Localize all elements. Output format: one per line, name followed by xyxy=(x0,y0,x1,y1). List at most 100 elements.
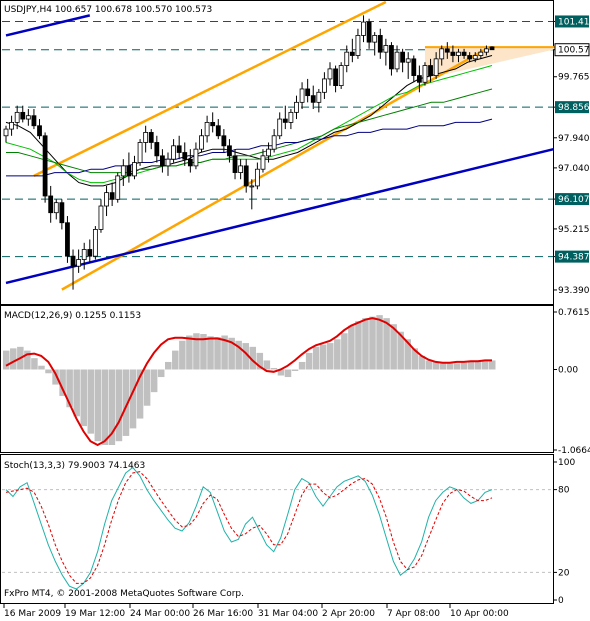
trend-line xyxy=(5,147,554,285)
time-axis: 16 Mar 2009 19 Mar 12:00 24 Mar 00:00 26 Ma… xyxy=(3,604,509,619)
macd-bar xyxy=(453,363,461,370)
stoch-panel-frame xyxy=(0,454,554,604)
candle xyxy=(467,52,473,63)
macd-bar xyxy=(179,340,186,370)
macd-bar xyxy=(3,350,10,370)
candle xyxy=(377,28,383,59)
candle xyxy=(25,109,31,126)
price-tick-label: 95.215 xyxy=(558,225,590,235)
macd-bar xyxy=(348,325,355,370)
price-tick-label: 94.387 xyxy=(558,253,590,263)
candle xyxy=(349,38,355,63)
macd-plot: 0.7615 0.00 -1.0664 xyxy=(3,308,590,456)
macd-bar xyxy=(404,339,411,370)
candle xyxy=(249,179,255,210)
price-label-box xyxy=(555,101,589,114)
macd-header: MACD(12,26,9) 0.1255 0.1153 xyxy=(4,311,141,321)
candle xyxy=(484,45,489,56)
candle xyxy=(333,65,338,93)
candle xyxy=(254,162,260,190)
macd-bar xyxy=(256,352,264,370)
macd-bar xyxy=(460,362,468,370)
candle xyxy=(383,38,389,66)
macd-bar xyxy=(221,335,228,370)
candle xyxy=(215,119,221,140)
candle xyxy=(115,172,121,203)
macd-bar xyxy=(80,369,87,427)
candle xyxy=(87,239,93,263)
macd-bar xyxy=(10,348,17,370)
candle xyxy=(232,149,238,180)
macd-bar xyxy=(129,369,137,429)
price-tick-label: 100.573 xyxy=(558,46,590,56)
macd-panel-frame xyxy=(0,305,554,453)
candle xyxy=(243,159,249,193)
moving-average-line xyxy=(6,118,493,177)
candle xyxy=(472,52,478,63)
macd-bar xyxy=(305,352,313,370)
stoch-tick-label: 20 xyxy=(558,568,570,578)
macd-bar xyxy=(228,337,235,370)
time-tick-label: 19 Mar 12:00 xyxy=(65,609,125,619)
macd-bar xyxy=(319,344,327,370)
candle xyxy=(104,185,109,217)
candle xyxy=(137,139,143,166)
candle xyxy=(400,48,406,73)
candle xyxy=(260,149,266,173)
macd-tick-label: -1.0664 xyxy=(558,446,590,456)
candle xyxy=(221,129,227,153)
candle xyxy=(182,142,188,166)
candle xyxy=(53,199,59,220)
macd-bar xyxy=(136,369,144,419)
candle xyxy=(154,135,160,163)
candle xyxy=(372,32,378,56)
moving-average-line xyxy=(5,65,493,184)
candle xyxy=(14,105,20,130)
stoch-header: Stoch(13,3,3) 79.9003 74.1463 xyxy=(4,461,145,471)
trend-line xyxy=(61,47,488,291)
macd-bar xyxy=(207,336,214,370)
macd-bar xyxy=(165,361,172,370)
candle xyxy=(277,112,283,140)
macd-bar xyxy=(432,361,440,370)
candle xyxy=(416,65,422,93)
candle xyxy=(338,62,344,89)
candle xyxy=(92,226,98,260)
macd-bar xyxy=(298,361,306,370)
candle xyxy=(42,132,48,203)
candle xyxy=(327,62,333,86)
macd-bar xyxy=(242,343,249,370)
candle xyxy=(294,95,299,120)
candle xyxy=(9,115,14,136)
macd-bar xyxy=(481,360,489,370)
macd-bar xyxy=(355,321,362,370)
stoch-tick-label: 100 xyxy=(558,458,575,468)
macd-bar xyxy=(397,331,404,370)
candle xyxy=(433,52,439,79)
macd-bar xyxy=(284,369,292,378)
candle xyxy=(322,72,327,99)
price-label-box xyxy=(554,43,590,57)
candle xyxy=(316,88,322,113)
candle xyxy=(288,109,294,130)
candle xyxy=(405,52,411,79)
stoch-tick-label: 80 xyxy=(558,486,570,496)
stoch-main-line xyxy=(5,466,493,590)
macd-bar xyxy=(383,318,390,370)
candle xyxy=(282,105,288,130)
candle xyxy=(210,112,216,133)
macd-bar xyxy=(263,360,271,370)
macd-bar xyxy=(45,369,52,374)
candle xyxy=(344,45,350,73)
macd-bar xyxy=(418,355,426,370)
price-label-box xyxy=(555,15,589,28)
time-tick-label: 2 Apr 20:00 xyxy=(322,609,375,619)
candle xyxy=(450,45,456,63)
candle xyxy=(48,185,54,223)
candle xyxy=(478,48,484,59)
macd-bar xyxy=(157,369,165,378)
candle xyxy=(81,242,87,270)
candle xyxy=(132,155,137,180)
